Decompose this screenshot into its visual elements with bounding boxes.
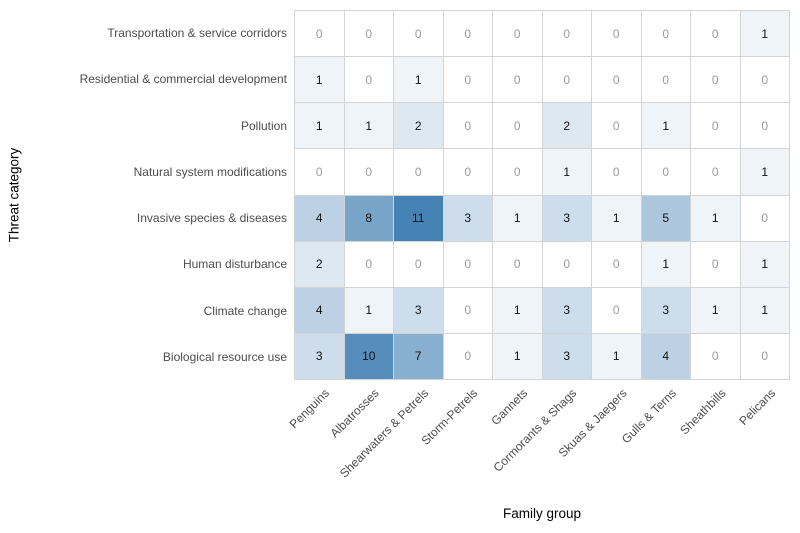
heatmap-cell: 0 xyxy=(740,195,789,241)
heatmap-cell: 0 xyxy=(641,149,690,195)
heatmap-cell: 0 xyxy=(493,149,542,195)
y-axis-tick-labels: Transportation & service corridors Reside… xyxy=(0,10,287,380)
heatmap-cell: 1 xyxy=(542,149,591,195)
heatmap-cell: 1 xyxy=(740,11,789,57)
heatmap-cell: 0 xyxy=(344,149,393,195)
x-tick-label: Shearwaters & Petrels xyxy=(336,386,431,481)
heatmap-cell: 0 xyxy=(641,57,690,103)
x-tick-label: Albatrosses xyxy=(327,386,382,441)
heatmap-cell: 1 xyxy=(295,57,344,103)
heatmap-cell: 0 xyxy=(394,241,443,287)
heatmap-cell: 0 xyxy=(592,57,641,103)
heatmap-cell: 1 xyxy=(592,333,641,379)
heatmap-cell: 3 xyxy=(641,287,690,333)
heatmap-cell: 4 xyxy=(641,333,690,379)
heatmap-cell: 0 xyxy=(394,11,443,57)
heatmap-cell: 0 xyxy=(295,149,344,195)
heatmap-cell: 0 xyxy=(740,57,789,103)
heatmap-cell: 0 xyxy=(493,241,542,287)
heatmap-cell: 4 xyxy=(295,287,344,333)
y-tick-label: Climate change xyxy=(203,303,287,318)
heatmap-cell: 0 xyxy=(344,241,393,287)
heatmap-cell: 0 xyxy=(542,57,591,103)
heatmap-cell: 0 xyxy=(394,149,443,195)
heatmap-cell: 0 xyxy=(592,11,641,57)
heatmap-cell: 2 xyxy=(542,103,591,149)
heatmap-cell: 3 xyxy=(443,195,492,241)
y-tick-label: Human disturbance xyxy=(182,257,287,272)
heatmap-cell: 10 xyxy=(344,333,393,379)
heatmap-cell: 11 xyxy=(394,195,443,241)
heatmap-cell: 4 xyxy=(295,195,344,241)
heatmap-cell: 1 xyxy=(344,287,393,333)
heatmap-cell: 1 xyxy=(592,195,641,241)
heatmap-cell: 5 xyxy=(641,195,690,241)
heatmap-cell: 1 xyxy=(691,287,740,333)
x-tick-label: Gannets xyxy=(488,386,531,428)
heatmap-cell: 0 xyxy=(740,333,789,379)
heatmap-cell: 1 xyxy=(641,103,690,149)
heatmap-cell: 1 xyxy=(394,57,443,103)
heatmap-cell: 0 xyxy=(592,103,641,149)
heatmap-cell: 0 xyxy=(641,11,690,57)
heatmap-cell: 7 xyxy=(394,333,443,379)
y-tick-label: Biological resource use xyxy=(162,349,287,364)
y-tick-label: Transportation & service corridors xyxy=(107,26,287,41)
x-tick-label: Sheathbills xyxy=(677,386,729,438)
x-tick-label: Penguins xyxy=(286,386,332,432)
heatmap-cell: 0 xyxy=(493,11,542,57)
heatmap-cell: 1 xyxy=(295,103,344,149)
heatmap-cell: 0 xyxy=(295,11,344,57)
y-tick-label: Pollution xyxy=(240,118,287,133)
heatmap-cell: 0 xyxy=(443,11,492,57)
heatmap-cell: 1 xyxy=(691,195,740,241)
heatmap-cell: 3 xyxy=(542,333,591,379)
heatmap-cell: 0 xyxy=(691,57,740,103)
heatmap-cell: 0 xyxy=(542,241,591,287)
heatmap-cell: 0 xyxy=(542,11,591,57)
heatmap-cell: 0 xyxy=(443,287,492,333)
heatmap-cell: 3 xyxy=(394,287,443,333)
heatmap-cell: 0 xyxy=(691,149,740,195)
heatmap-cell: 0 xyxy=(344,57,393,103)
x-axis-title: Family group xyxy=(502,506,582,521)
heatmap-cell: 2 xyxy=(295,241,344,287)
heatmap-cell: 2 xyxy=(394,103,443,149)
y-tick-label: Invasive species & diseases xyxy=(136,211,287,226)
heatmap-cell: 0 xyxy=(443,241,492,287)
x-tick-label: Pelicans xyxy=(736,386,779,428)
heatmap-cell: 1 xyxy=(740,241,789,287)
heatmap-cell: 0 xyxy=(691,241,740,287)
heatmap-cell: 1 xyxy=(493,287,542,333)
heatmap-cell: 1 xyxy=(641,241,690,287)
heatmap-cell: 1 xyxy=(493,195,542,241)
heatmap-cell: 3 xyxy=(295,333,344,379)
heatmap-cell: 1 xyxy=(344,103,393,149)
heatmap-cell: 0 xyxy=(443,149,492,195)
heatmap-cell: 1 xyxy=(740,149,789,195)
heatmap-cell: 3 xyxy=(542,195,591,241)
heatmap-cell: 3 xyxy=(542,287,591,333)
heatmap-cell: 0 xyxy=(592,241,641,287)
heatmap-cell: 0 xyxy=(592,287,641,333)
heatmap-cell: 0 xyxy=(691,333,740,379)
heatmap-cell: 0 xyxy=(443,333,492,379)
heatmap-cell: 0 xyxy=(691,11,740,57)
heatmap-cell: 0 xyxy=(443,103,492,149)
heatmap-cell: 0 xyxy=(691,103,740,149)
heatmap-cell: 8 xyxy=(344,195,393,241)
heatmap-cell: 0 xyxy=(443,57,492,103)
y-tick-label: Natural system modifications xyxy=(133,164,287,179)
y-tick-label: Residential & commercial development xyxy=(79,72,287,87)
heatmap-cell: 0 xyxy=(493,103,542,149)
heatmap-cell: 0 xyxy=(592,149,641,195)
heatmap-cell: 0 xyxy=(344,11,393,57)
heatmap-cell: 1 xyxy=(740,287,789,333)
heatmap-cell: 0 xyxy=(493,57,542,103)
x-tick-label: Cormorants & Shags xyxy=(491,386,580,475)
heatmap-cell: 1 xyxy=(493,333,542,379)
heatmap-cell: 0 xyxy=(740,103,789,149)
